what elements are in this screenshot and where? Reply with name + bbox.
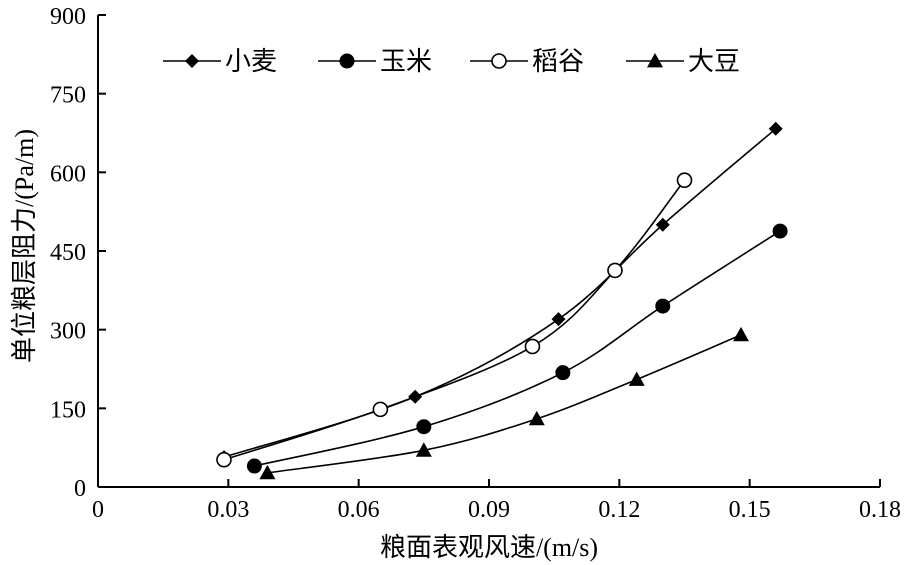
series-corn bbox=[246, 223, 788, 474]
legend-marker-corn bbox=[339, 53, 355, 69]
legend-label-corn: 玉米 bbox=[380, 47, 432, 76]
data-point-corn bbox=[555, 365, 571, 381]
y-tick-label: 900 bbox=[50, 4, 86, 30]
y-tick-label: 450 bbox=[50, 240, 86, 266]
legend-label-wheat: 小麦 bbox=[225, 47, 277, 76]
series-wheat bbox=[216, 121, 783, 465]
series-line-wheat bbox=[223, 128, 777, 458]
series-layer bbox=[216, 121, 788, 480]
legend-marker-wheat bbox=[185, 54, 199, 68]
x-tick-label: 0.18 bbox=[859, 497, 901, 523]
y-tick-label: 750 bbox=[50, 83, 86, 109]
y-tick-label: 600 bbox=[50, 161, 86, 187]
data-point-corn bbox=[772, 223, 788, 239]
legend-marker-rice bbox=[491, 53, 507, 69]
data-point-soybean bbox=[732, 326, 749, 342]
data-point-soybean bbox=[259, 464, 276, 480]
legend-item-rice: 稻谷 bbox=[470, 47, 584, 76]
y-tick-label: 150 bbox=[50, 397, 86, 423]
x-tick-label: 0.15 bbox=[729, 497, 771, 523]
y-tick-label: 0 bbox=[74, 476, 86, 502]
legend-marker-soybean bbox=[647, 53, 663, 68]
legend-item-corn: 玉米 bbox=[318, 47, 432, 76]
x-axis-title: 粮面表观风速/(m/s) bbox=[380, 533, 598, 562]
legend-label-soybean: 大豆 bbox=[688, 47, 740, 76]
legend-label-rice: 稻谷 bbox=[532, 47, 584, 76]
x-tick-label: 0.06 bbox=[338, 497, 380, 523]
legend-item-soybean: 大豆 bbox=[626, 47, 740, 76]
y-axis-title: 单位粮层阻力/(Pa/m) bbox=[10, 129, 39, 363]
series-soybean bbox=[259, 326, 749, 480]
data-point-corn bbox=[246, 458, 262, 474]
data-point-rice bbox=[676, 172, 693, 188]
data-point-wheat bbox=[551, 312, 566, 327]
data-point-rice bbox=[607, 262, 623, 279]
y-tick-label: 300 bbox=[50, 319, 86, 345]
data-point-soybean bbox=[528, 410, 545, 426]
series-line-corn bbox=[254, 230, 781, 467]
series-line-soybean bbox=[267, 334, 742, 474]
data-point-rice bbox=[524, 338, 541, 355]
x-tick-label: 0 bbox=[92, 497, 104, 523]
x-tick-label: 0.03 bbox=[207, 497, 249, 523]
x-tick-label: 0.09 bbox=[468, 497, 510, 523]
data-point-wheat bbox=[655, 217, 670, 232]
legend: 小麦 玉米 稻谷 大豆 bbox=[163, 47, 740, 76]
data-point-wheat bbox=[768, 121, 783, 136]
series-rice bbox=[216, 172, 693, 468]
data-point-rice bbox=[372, 401, 389, 418]
data-point-soybean bbox=[628, 371, 645, 386]
legend-item-wheat: 小麦 bbox=[163, 47, 277, 76]
x-tick-label: 0.12 bbox=[598, 497, 640, 523]
data-point-soybean bbox=[415, 442, 432, 457]
series-line-rice bbox=[223, 179, 686, 461]
axes: 0 0.03 0.06 0.09 0.12 0.15 0.18 0 150 300 450 600 75… bbox=[50, 4, 901, 523]
data-point-rice bbox=[216, 451, 232, 468]
data-point-corn bbox=[655, 298, 671, 314]
data-point-corn bbox=[416, 419, 432, 435]
